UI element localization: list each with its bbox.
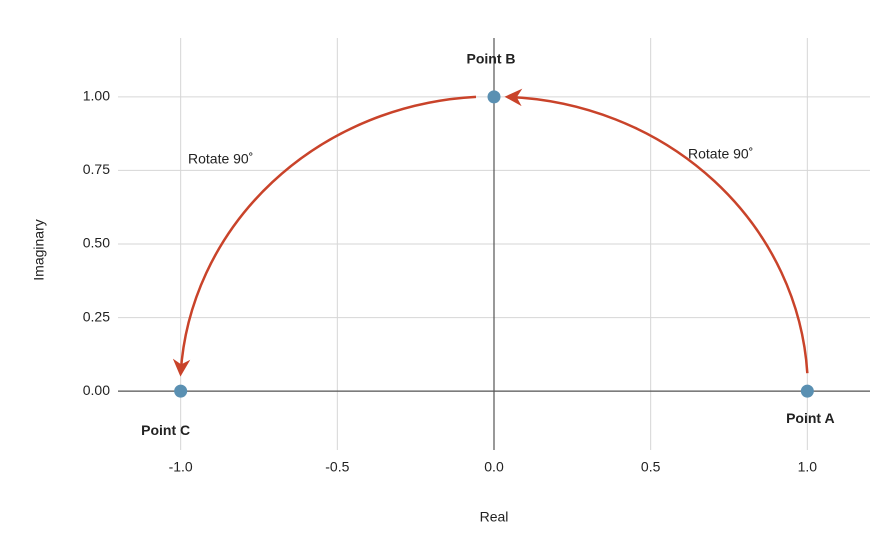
rotation-arrow bbox=[504, 88, 809, 374]
data-point bbox=[800, 384, 814, 398]
x-axis-label: Real bbox=[480, 509, 509, 525]
rotation-arrow bbox=[172, 95, 477, 377]
x-tick-label: -1.0 bbox=[169, 459, 193, 475]
x-tick-label: 0.5 bbox=[641, 459, 661, 475]
annotation: Rotate 90˚ bbox=[688, 146, 753, 162]
y-tick-label: 0.50 bbox=[83, 235, 110, 251]
y-tick-label: 0.00 bbox=[83, 382, 110, 398]
y-tick-label: 0.25 bbox=[83, 308, 110, 324]
y-axis-label: Imaginary bbox=[31, 219, 47, 280]
point-label: Point C bbox=[141, 422, 190, 438]
data-point bbox=[174, 384, 188, 398]
x-tick-label: 1.0 bbox=[798, 459, 818, 475]
annotation: Rotate 90˚ bbox=[188, 151, 253, 167]
point-label: Point A bbox=[786, 410, 834, 426]
point-label: Point B bbox=[467, 51, 516, 67]
data-point bbox=[487, 90, 501, 104]
y-tick-label: 0.75 bbox=[83, 161, 110, 177]
x-tick-label: 0.0 bbox=[484, 459, 504, 475]
y-tick-label: 1.00 bbox=[83, 88, 110, 104]
x-tick-label: -0.5 bbox=[325, 459, 349, 475]
